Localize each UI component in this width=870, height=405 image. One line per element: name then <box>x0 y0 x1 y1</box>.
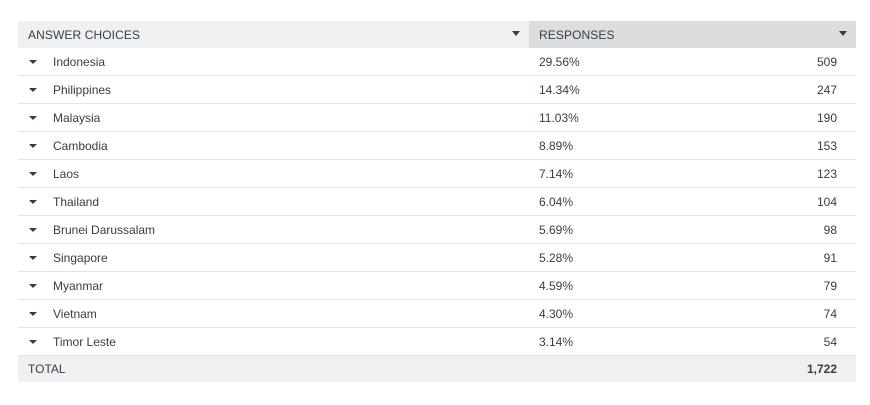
response-count: 74 <box>823 307 837 321</box>
table-row[interactable]: Philippines 14.34% 247 <box>18 76 856 104</box>
expand-caret-down-icon[interactable] <box>29 284 37 288</box>
expand-caret-down-icon[interactable] <box>29 228 37 232</box>
response-percent: 4.30% <box>539 307 574 321</box>
total-count: 1,722 <box>806 362 837 376</box>
response-percent: 5.28% <box>539 251 574 265</box>
total-row: TOTAL 1,722 <box>18 356 856 382</box>
table-row[interactable]: Malaysia 11.03% 190 <box>18 104 856 132</box>
table-row[interactable]: Timor Leste 3.14% 54 <box>18 328 856 356</box>
answer-choice-label: Philippines <box>53 83 112 97</box>
answer-choice-label: Indonesia <box>53 55 106 69</box>
response-percent: 7.14% <box>539 167 574 181</box>
table-row[interactable]: Laos 7.14% 123 <box>18 160 856 188</box>
response-count: 98 <box>823 223 837 237</box>
answer-choice-label: Singapore <box>53 251 108 265</box>
table-row[interactable]: Indonesia 29.56% 509 <box>18 48 856 76</box>
response-percent: 8.89% <box>539 139 574 153</box>
answer-choice-label: Thailand <box>53 195 100 209</box>
table-row[interactable]: Brunei Darussalam 5.69% 98 <box>18 216 856 244</box>
table-header: ANSWER CHOICES RESPONSES <box>18 21 856 48</box>
expand-caret-down-icon[interactable] <box>29 60 37 64</box>
answer-choice-label: Laos <box>53 167 80 181</box>
response-percent: 3.14% <box>539 335 574 349</box>
answer-choice-label: Malaysia <box>53 111 101 125</box>
sort-caret-down-icon[interactable] <box>839 31 847 36</box>
answer-choice-label: Brunei Darussalam <box>53 223 156 237</box>
answer-choice-label: Vietnam <box>53 307 97 321</box>
answer-choice-label: Timor Leste <box>53 335 116 349</box>
response-percent: 29.56% <box>539 55 580 69</box>
expand-caret-down-icon[interactable] <box>29 340 37 344</box>
answer-choice-label: Myanmar <box>53 279 104 293</box>
survey-results-table: ANSWER CHOICES RESPONSES Indonesia 29.56… <box>18 21 856 382</box>
answer-choices-header[interactable]: ANSWER CHOICES <box>18 21 529 48</box>
response-percent: 11.03% <box>539 111 579 125</box>
table-row[interactable]: Singapore 5.28% 91 <box>18 244 856 272</box>
response-percent: 5.69% <box>539 223 574 237</box>
response-percent: 14.34% <box>539 83 580 97</box>
expand-caret-down-icon[interactable] <box>29 312 37 316</box>
table-row[interactable]: Thailand 6.04% 104 <box>18 188 856 216</box>
response-percent: 4.59% <box>539 279 574 293</box>
sort-caret-down-icon[interactable] <box>512 31 520 36</box>
answer-choice-label: Cambodia <box>53 139 108 153</box>
answer-choices-header-label: ANSWER CHOICES <box>28 27 141 42</box>
responses-header[interactable]: RESPONSES <box>529 21 856 48</box>
table-body: Indonesia 29.56% 509 Philippines 14.34% … <box>18 48 856 356</box>
expand-caret-down-icon[interactable] <box>29 144 37 148</box>
total-label: TOTAL <box>28 362 66 376</box>
expand-caret-down-icon[interactable] <box>29 172 37 176</box>
response-count: 54 <box>823 335 837 349</box>
response-percent: 6.04% <box>539 195 574 209</box>
responses-header-label: RESPONSES <box>539 27 615 42</box>
response-count: 79 <box>823 279 837 293</box>
table-row[interactable]: Myanmar 4.59% 79 <box>18 272 856 300</box>
expand-caret-down-icon[interactable] <box>29 88 37 92</box>
response-count: 509 <box>816 55 837 69</box>
expand-caret-down-icon[interactable] <box>29 116 37 120</box>
response-count: 91 <box>823 251 837 265</box>
response-count: 247 <box>816 83 837 97</box>
table-row[interactable]: Cambodia 8.89% 153 <box>18 132 856 160</box>
expand-caret-down-icon[interactable] <box>29 256 37 260</box>
response-count: 153 <box>816 139 837 153</box>
expand-caret-down-icon[interactable] <box>29 200 37 204</box>
response-count: 190 <box>816 111 837 125</box>
table-row[interactable]: Vietnam 4.30% 74 <box>18 300 856 328</box>
response-count: 104 <box>816 195 837 209</box>
response-count: 123 <box>816 167 837 181</box>
